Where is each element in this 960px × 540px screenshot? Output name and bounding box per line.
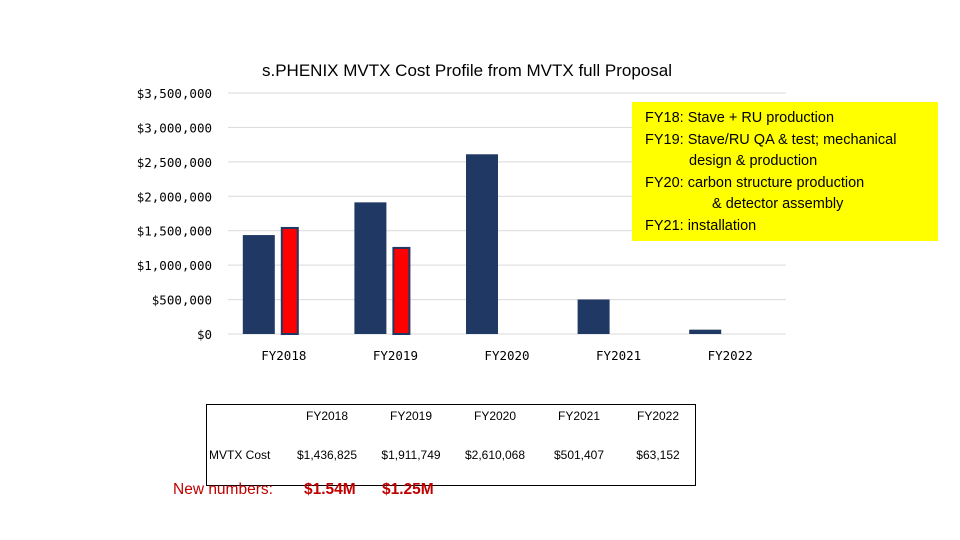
note-line: FY20: carbon structure production [645,174,865,191]
table-header-cell: FY2018 [305,409,349,423]
y-tick-label: $2,000,000 [137,189,212,204]
bars [242,154,722,336]
bar-mvtx-cost-fy2021 [577,299,610,334]
table-header-cell: FY2019 [389,409,433,423]
note-line: FY21: installation [645,217,757,234]
y-tick-label: $3,500,000 [137,86,212,101]
table-header-cell: FY2022 [636,409,680,423]
new-numbers-label: New numbers: [173,481,273,498]
x-tick-label: FY2018 [261,348,306,363]
y-tick-label: $3,000,000 [137,120,212,135]
x-tick-label: FY2021 [596,348,641,363]
new-number-fy2018: $1.54M [304,481,356,498]
table-cell: $63,152 [636,448,680,462]
table-header-cell: FY2020 [473,409,517,423]
x-tick-label: FY2022 [708,348,753,363]
bar-mvtx-cost-fy2019 [354,202,387,334]
x-tick-label: FY2020 [484,348,529,363]
bar-mvtx-cost-fy2018 [242,235,275,334]
y-tick-label: $500,000 [152,293,212,308]
bar-new-number-fy2018 [280,226,299,336]
x-axis-ticks: FY2018 FY2019 FY2020 FY2021 FY2022 [261,348,753,363]
schedule-note: FY18: Stave + RU production FY19: Stave/… [632,102,938,241]
table-cell: $2,610,068 [464,448,526,462]
table-cell: $1,911,749 [381,448,441,462]
chart-title: s.PHENIX MVTX Cost Profile from MVTX ful… [262,61,672,80]
x-tick-label: FY2019 [373,348,418,363]
y-tick-label: $1,000,000 [137,258,212,273]
y-tick-label: $1,500,000 [137,224,212,239]
table-header-cell: FY2021 [557,409,601,423]
bar-mvtx-cost-fy2020 [466,154,498,334]
y-tick-label: $2,500,000 [137,155,212,170]
note-line: design & production [689,153,818,169]
cost-table: FY2018 FY2019 FY2020 FY2021 FY2022 MVTX … [206,404,696,486]
table-row: MVTX Cost $1,436,825 $1,911,749 $2,610,0… [207,425,696,486]
note-line: FY19: Stave/RU QA & test; mechanical [645,131,897,148]
note-line: FY18: Stave + RU production [645,110,835,126]
table-cell: $1,436,825 [296,448,358,462]
new-number-fy2019: $1.25M [382,481,434,498]
bar-mvtx-cost-fy2022 [689,329,722,334]
note-line: & detector assembly [712,196,844,212]
table-row-label: MVTX Cost [209,448,271,462]
y-tick-label: $0 [197,327,212,342]
table-header-row: FY2018 FY2019 FY2020 FY2021 FY2022 [207,405,696,426]
bar-new-number-fy2019 [392,246,411,335]
table-cell: $501,407 [553,448,605,462]
y-axis-ticks: $3,500,000 $3,000,000 $2,500,000 $2,000,000… [137,86,212,342]
table-corner-cell [207,405,286,426]
grid-lines [228,92,786,335]
